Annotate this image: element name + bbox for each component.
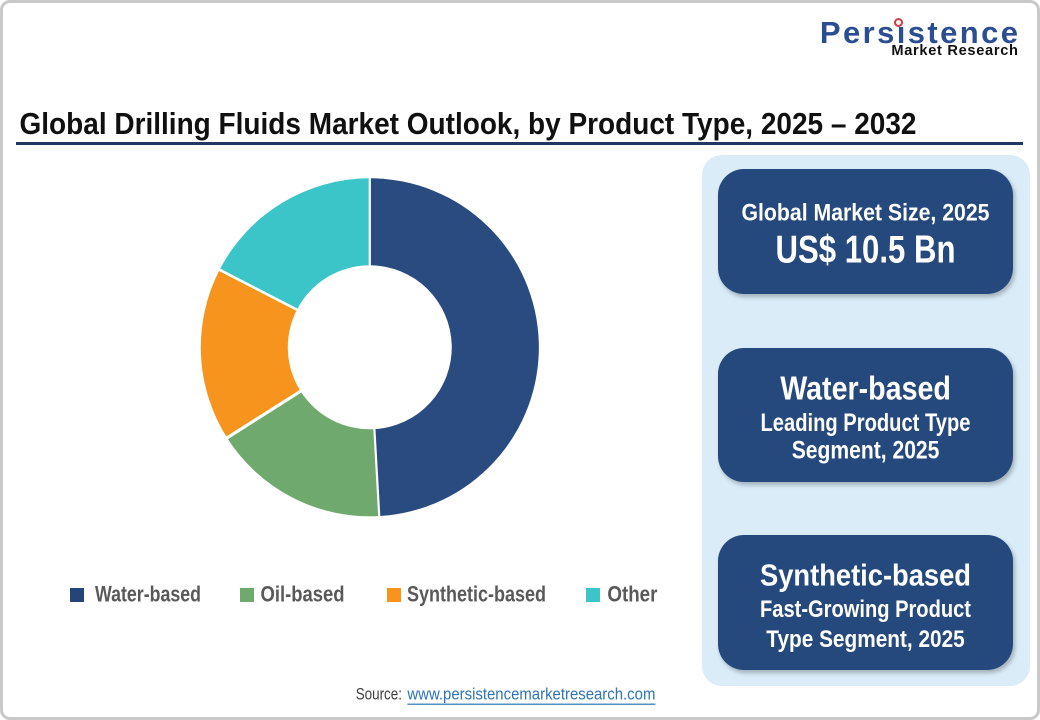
svg-text:US$ 10.5 Bn: US$ 10.5 Bn <box>776 228 956 271</box>
svg-text:Type Segment, 2025: Type Segment, 2025 <box>766 626 964 653</box>
svg-text:Leading Product Type: Leading Product Type <box>761 409 971 437</box>
svg-text:Synthetic-based: Synthetic-based <box>760 557 971 592</box>
svg-text:Synthetic-based: Synthetic-based <box>407 581 546 606</box>
svg-text:Water-based: Water-based <box>780 370 951 407</box>
svg-text:Global Drilling Fluids Market: Global Drilling Fluids Market Outlook, b… <box>20 106 917 141</box>
svg-text:Segment, 2025: Segment, 2025 <box>792 437 940 465</box>
svg-text:Source:: Source: <box>356 686 402 704</box>
svg-text:Other: Other <box>607 581 657 606</box>
svg-text:Fast-Growing Product: Fast-Growing Product <box>760 596 971 623</box>
svg-text:Oil-based: Oil-based <box>261 581 345 606</box>
svg-text:www.persistencemarketresearch.: www.persistencemarketresearch.com <box>406 686 655 704</box>
svg-text:Global Market Size, 2025: Global Market Size, 2025 <box>742 200 990 227</box>
svg-text:Water-based: Water-based <box>95 581 201 606</box>
